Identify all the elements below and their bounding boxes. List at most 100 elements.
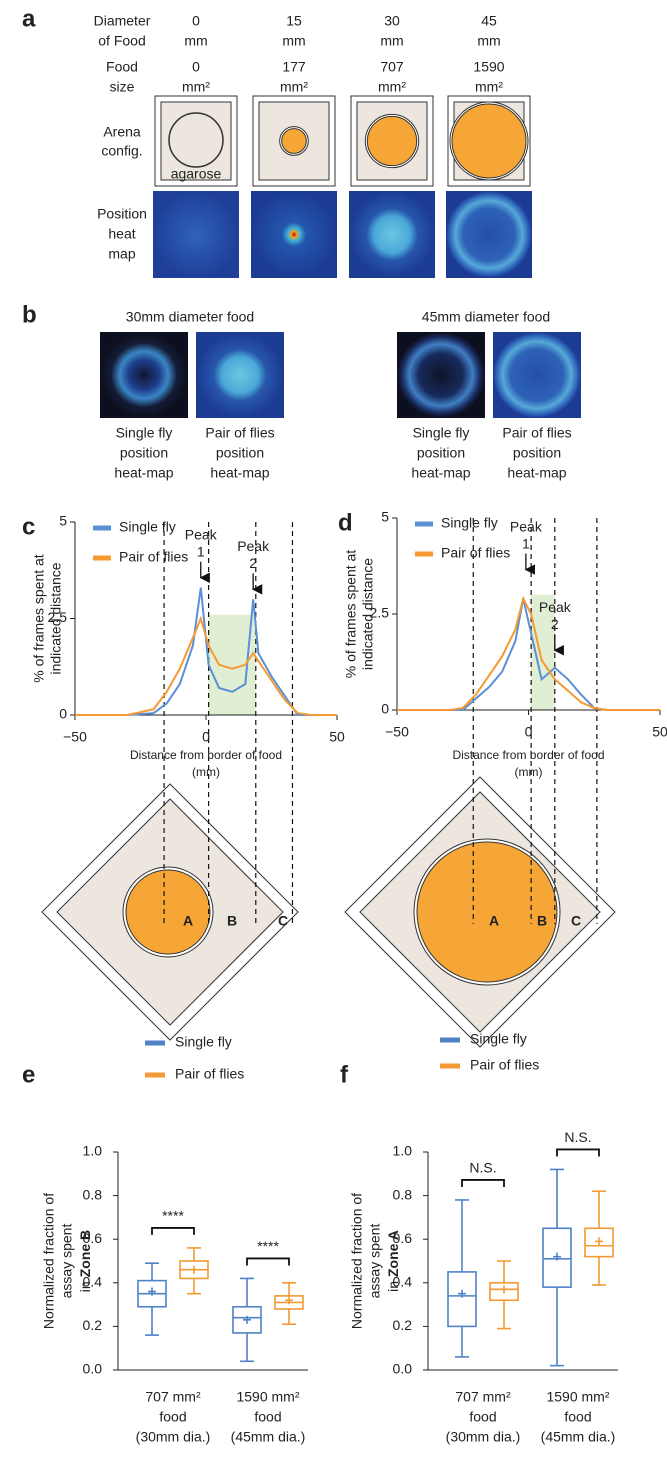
group-title: 45mm diameter food (422, 309, 550, 325)
zone-label: C (571, 913, 581, 929)
row-label: config. (101, 143, 142, 159)
y-axis-label: assay spent (367, 1224, 383, 1299)
y-axis-label: indicated distance (360, 558, 376, 670)
y-axis-label: in Zone A (385, 1230, 401, 1292)
heat-map-caption: heat-map (210, 465, 269, 481)
food (126, 870, 210, 954)
panel-letter: c (22, 513, 35, 540)
significance-bracket (152, 1228, 194, 1235)
row-label: Arena (103, 124, 141, 140)
heat-map-caption: heat-map (114, 465, 173, 481)
size-unit: mm² (280, 79, 308, 95)
diameter-value: 15 (286, 13, 302, 29)
significance-bracket (462, 1180, 504, 1187)
box (448, 1272, 476, 1327)
heat-map-caption: heat-map (507, 465, 566, 481)
y-axis-label: in Zone B (77, 1230, 93, 1292)
y-tick-label: 0.8 (83, 1186, 103, 1202)
heat-map-caption: heat-map (411, 465, 470, 481)
heat-map (153, 191, 239, 278)
annotation: 2 (551, 616, 559, 632)
group-title: 30mm diameter food (126, 309, 254, 325)
y-axis-label-bold: Zone A (385, 1230, 401, 1277)
diameter-value: 0 (192, 13, 200, 29)
x-tick-label: food (469, 1409, 496, 1425)
x-tick-label: (45mm dia.) (231, 1429, 306, 1445)
panel-letter: b (22, 301, 37, 328)
x-tick-label: food (254, 1409, 281, 1425)
row-label: Position (97, 206, 147, 222)
heat-map-caption: Single fly (413, 425, 470, 441)
x-tick-label: 707 mm² (455, 1389, 511, 1405)
y-tick-label: 0 (381, 701, 389, 717)
zone-label: B (537, 913, 547, 929)
legend-label: Pair of flies (470, 1057, 539, 1073)
size-value: 707 (380, 59, 404, 75)
significance-label: **** (162, 1208, 184, 1224)
row-label: heat (108, 226, 135, 242)
heat-map-caption: position (120, 445, 168, 461)
row-label: of Food (98, 33, 145, 49)
shaded-zone (209, 615, 256, 715)
heat-map (493, 332, 581, 418)
y-axis-label: % of frames spent at (343, 550, 359, 679)
x-tick-label: (30mm dia.) (446, 1429, 521, 1445)
heat-map-caption: Pair of flies (205, 425, 274, 441)
x-tick-label: −50 (385, 724, 409, 740)
y-axis-label: Normalized fraction of (41, 1193, 57, 1329)
heat-map (196, 332, 284, 418)
zone-label: C (278, 913, 288, 929)
annotation: Peak (185, 526, 218, 542)
heat-map-caption: position (417, 445, 465, 461)
y-tick-label: 0.8 (393, 1186, 413, 1202)
x-tick-label: food (159, 1409, 186, 1425)
annotation: Peak (510, 518, 543, 534)
size-value: 0 (192, 59, 200, 75)
y-tick-label: 0.2 (83, 1317, 103, 1333)
x-tick-label: 1590 mm² (236, 1389, 299, 1405)
x-tick-label: 50 (329, 729, 345, 745)
y-tick-label: 5 (59, 513, 67, 529)
food (282, 129, 307, 154)
diameter-unit: mm (380, 33, 403, 49)
panel-letter: f (340, 1061, 349, 1088)
x-axis-label: (mm) (192, 765, 220, 779)
y-axis-label-part: in (77, 1281, 93, 1292)
heat-map-caption: Pair of flies (502, 425, 571, 441)
significance-label: N.S. (564, 1129, 591, 1145)
y-axis-label-part: in (385, 1281, 401, 1292)
x-tick-label: 707 mm² (145, 1389, 201, 1405)
y-tick-label: 1.0 (393, 1143, 413, 1159)
y-tick-label: 0.2 (393, 1317, 413, 1333)
y-axis-label-bold: Zone B (77, 1230, 93, 1277)
heat-map (349, 191, 435, 278)
heat-map (100, 332, 188, 418)
annotation: 1 (197, 543, 205, 559)
annotation: 1 (522, 535, 530, 551)
annotation: Peak (237, 538, 270, 554)
panel-letter: a (22, 5, 36, 32)
row-label: size (110, 79, 135, 95)
y-tick-label: 1.0 (83, 1143, 103, 1159)
x-tick-label: (30mm dia.) (136, 1429, 211, 1445)
size-value: 1590 (473, 59, 504, 75)
x-tick-label: food (564, 1409, 591, 1425)
series-line (397, 599, 660, 710)
significance-bracket (557, 1149, 599, 1156)
annotation: Peak (539, 599, 572, 615)
y-tick-label: 0.0 (83, 1361, 103, 1377)
legend-label: Single fly (119, 519, 176, 535)
x-axis-label: Distance from border of food (130, 748, 282, 762)
zone-label: B (227, 913, 237, 929)
legend-label: Single fly (470, 1031, 527, 1047)
heat-map (397, 332, 485, 418)
panel-letter: d (338, 509, 353, 536)
x-axis-label: Distance from border of food (452, 748, 604, 762)
series-line (397, 599, 660, 710)
food (367, 116, 416, 165)
x-tick-label: 0 (525, 724, 533, 740)
diameter-unit: mm (282, 33, 305, 49)
y-axis-label: % of frames spent at (31, 554, 47, 683)
y-axis-label: indicated distance (48, 562, 64, 674)
x-tick-label: 50 (652, 724, 667, 740)
